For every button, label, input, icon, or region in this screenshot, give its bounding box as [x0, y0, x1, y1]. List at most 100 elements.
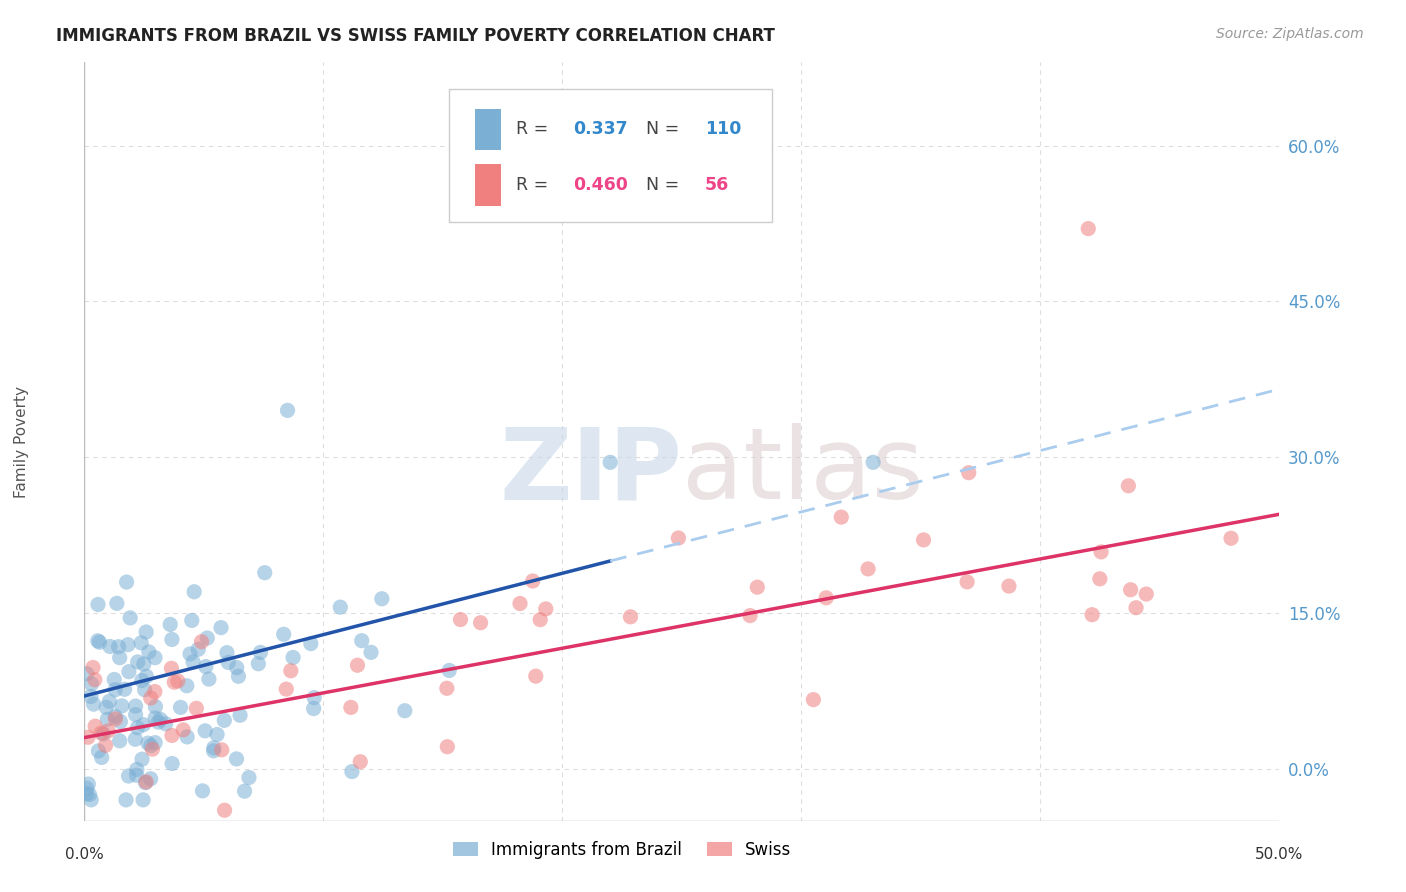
Point: [139, 739, 162, 753]
Point: [131, 752, 153, 766]
Point: [82, 660, 104, 674]
Point: [104, 682, 127, 697]
Point: [129, 636, 152, 650]
Point: [104, 712, 127, 726]
Point: [186, 701, 208, 715]
Point: [139, 772, 162, 786]
Point: [80, 677, 103, 691]
Point: [176, 730, 198, 744]
Point: [439, 664, 461, 678]
Point: [436, 681, 458, 696]
Point: [509, 597, 531, 611]
Point: [329, 600, 352, 615]
Point: [89, 635, 111, 649]
Point: [522, 574, 544, 588]
Point: [108, 650, 131, 665]
Point: [135, 775, 157, 789]
Point: [183, 584, 205, 599]
Point: [179, 647, 201, 661]
Point: [96, 712, 118, 726]
Point: [80, 793, 103, 807]
Point: [599, 455, 621, 469]
Point: [127, 655, 149, 669]
Point: [132, 717, 155, 731]
Point: [238, 771, 260, 785]
Point: [84, 719, 107, 733]
Point: [172, 723, 194, 737]
Point: [115, 575, 138, 590]
Point: [93, 727, 115, 741]
Point: [247, 657, 270, 671]
Text: N =: N =: [636, 176, 685, 194]
Point: [138, 645, 160, 659]
Point: [145, 699, 167, 714]
Point: [176, 679, 198, 693]
Point: [115, 793, 138, 807]
Text: Source: ZipAtlas.com: Source: ZipAtlas.com: [1216, 27, 1364, 41]
Point: [87, 598, 110, 612]
Point: [127, 721, 149, 735]
Point: [1119, 582, 1142, 597]
Point: [747, 580, 769, 594]
Point: [124, 707, 146, 722]
Point: [862, 455, 884, 469]
Point: [143, 711, 166, 725]
Point: [118, 665, 141, 679]
Point: [94, 739, 117, 753]
Point: [394, 704, 416, 718]
Point: [249, 645, 271, 659]
Text: 50.0%: 50.0%: [1256, 847, 1303, 862]
Point: [957, 466, 980, 480]
Point: [135, 669, 157, 683]
Point: [1118, 479, 1140, 493]
Point: [956, 574, 979, 589]
Point: [187, 642, 209, 657]
Point: [1220, 531, 1243, 545]
Point: [98, 640, 121, 654]
Point: [202, 744, 225, 758]
Point: [96, 700, 118, 714]
Text: atlas: atlas: [682, 424, 924, 520]
Point: [169, 700, 191, 714]
Point: [163, 675, 186, 690]
Point: [143, 684, 166, 698]
Point: [450, 613, 472, 627]
Point: [111, 698, 134, 713]
Point: [225, 660, 247, 674]
Point: [215, 646, 238, 660]
Point: [108, 734, 131, 748]
Point: [371, 591, 394, 606]
Point: [149, 712, 172, 726]
Text: 0.460: 0.460: [574, 176, 628, 194]
Point: [998, 579, 1021, 593]
Point: [103, 673, 125, 687]
Point: [276, 682, 298, 697]
Point: [143, 650, 166, 665]
Point: [194, 659, 217, 673]
FancyBboxPatch shape: [449, 89, 772, 221]
Text: 56: 56: [704, 176, 728, 194]
Point: [228, 669, 250, 683]
Y-axis label: Family Poverty: Family Poverty: [14, 385, 28, 498]
Point: [83, 697, 105, 711]
Point: [110, 714, 132, 729]
Point: [160, 632, 183, 647]
Point: [87, 744, 110, 758]
Point: [120, 611, 142, 625]
Point: [83, 673, 105, 687]
Point: [1088, 572, 1111, 586]
Point: [360, 645, 382, 659]
Point: [180, 614, 202, 628]
Point: [205, 727, 228, 741]
Point: [209, 621, 232, 635]
Point: [141, 742, 163, 756]
Point: [815, 591, 838, 605]
Point: [273, 627, 295, 641]
Point: [738, 608, 761, 623]
Point: [160, 728, 183, 742]
FancyBboxPatch shape: [475, 109, 502, 151]
Point: [194, 723, 217, 738]
Point: [166, 674, 188, 689]
Point: [90, 726, 112, 740]
Text: IMMIGRANTS FROM BRAZIL VS SWISS FAMILY POVERTY CORRELATION CHART: IMMIGRANTS FROM BRAZIL VS SWISS FAMILY P…: [56, 27, 775, 45]
